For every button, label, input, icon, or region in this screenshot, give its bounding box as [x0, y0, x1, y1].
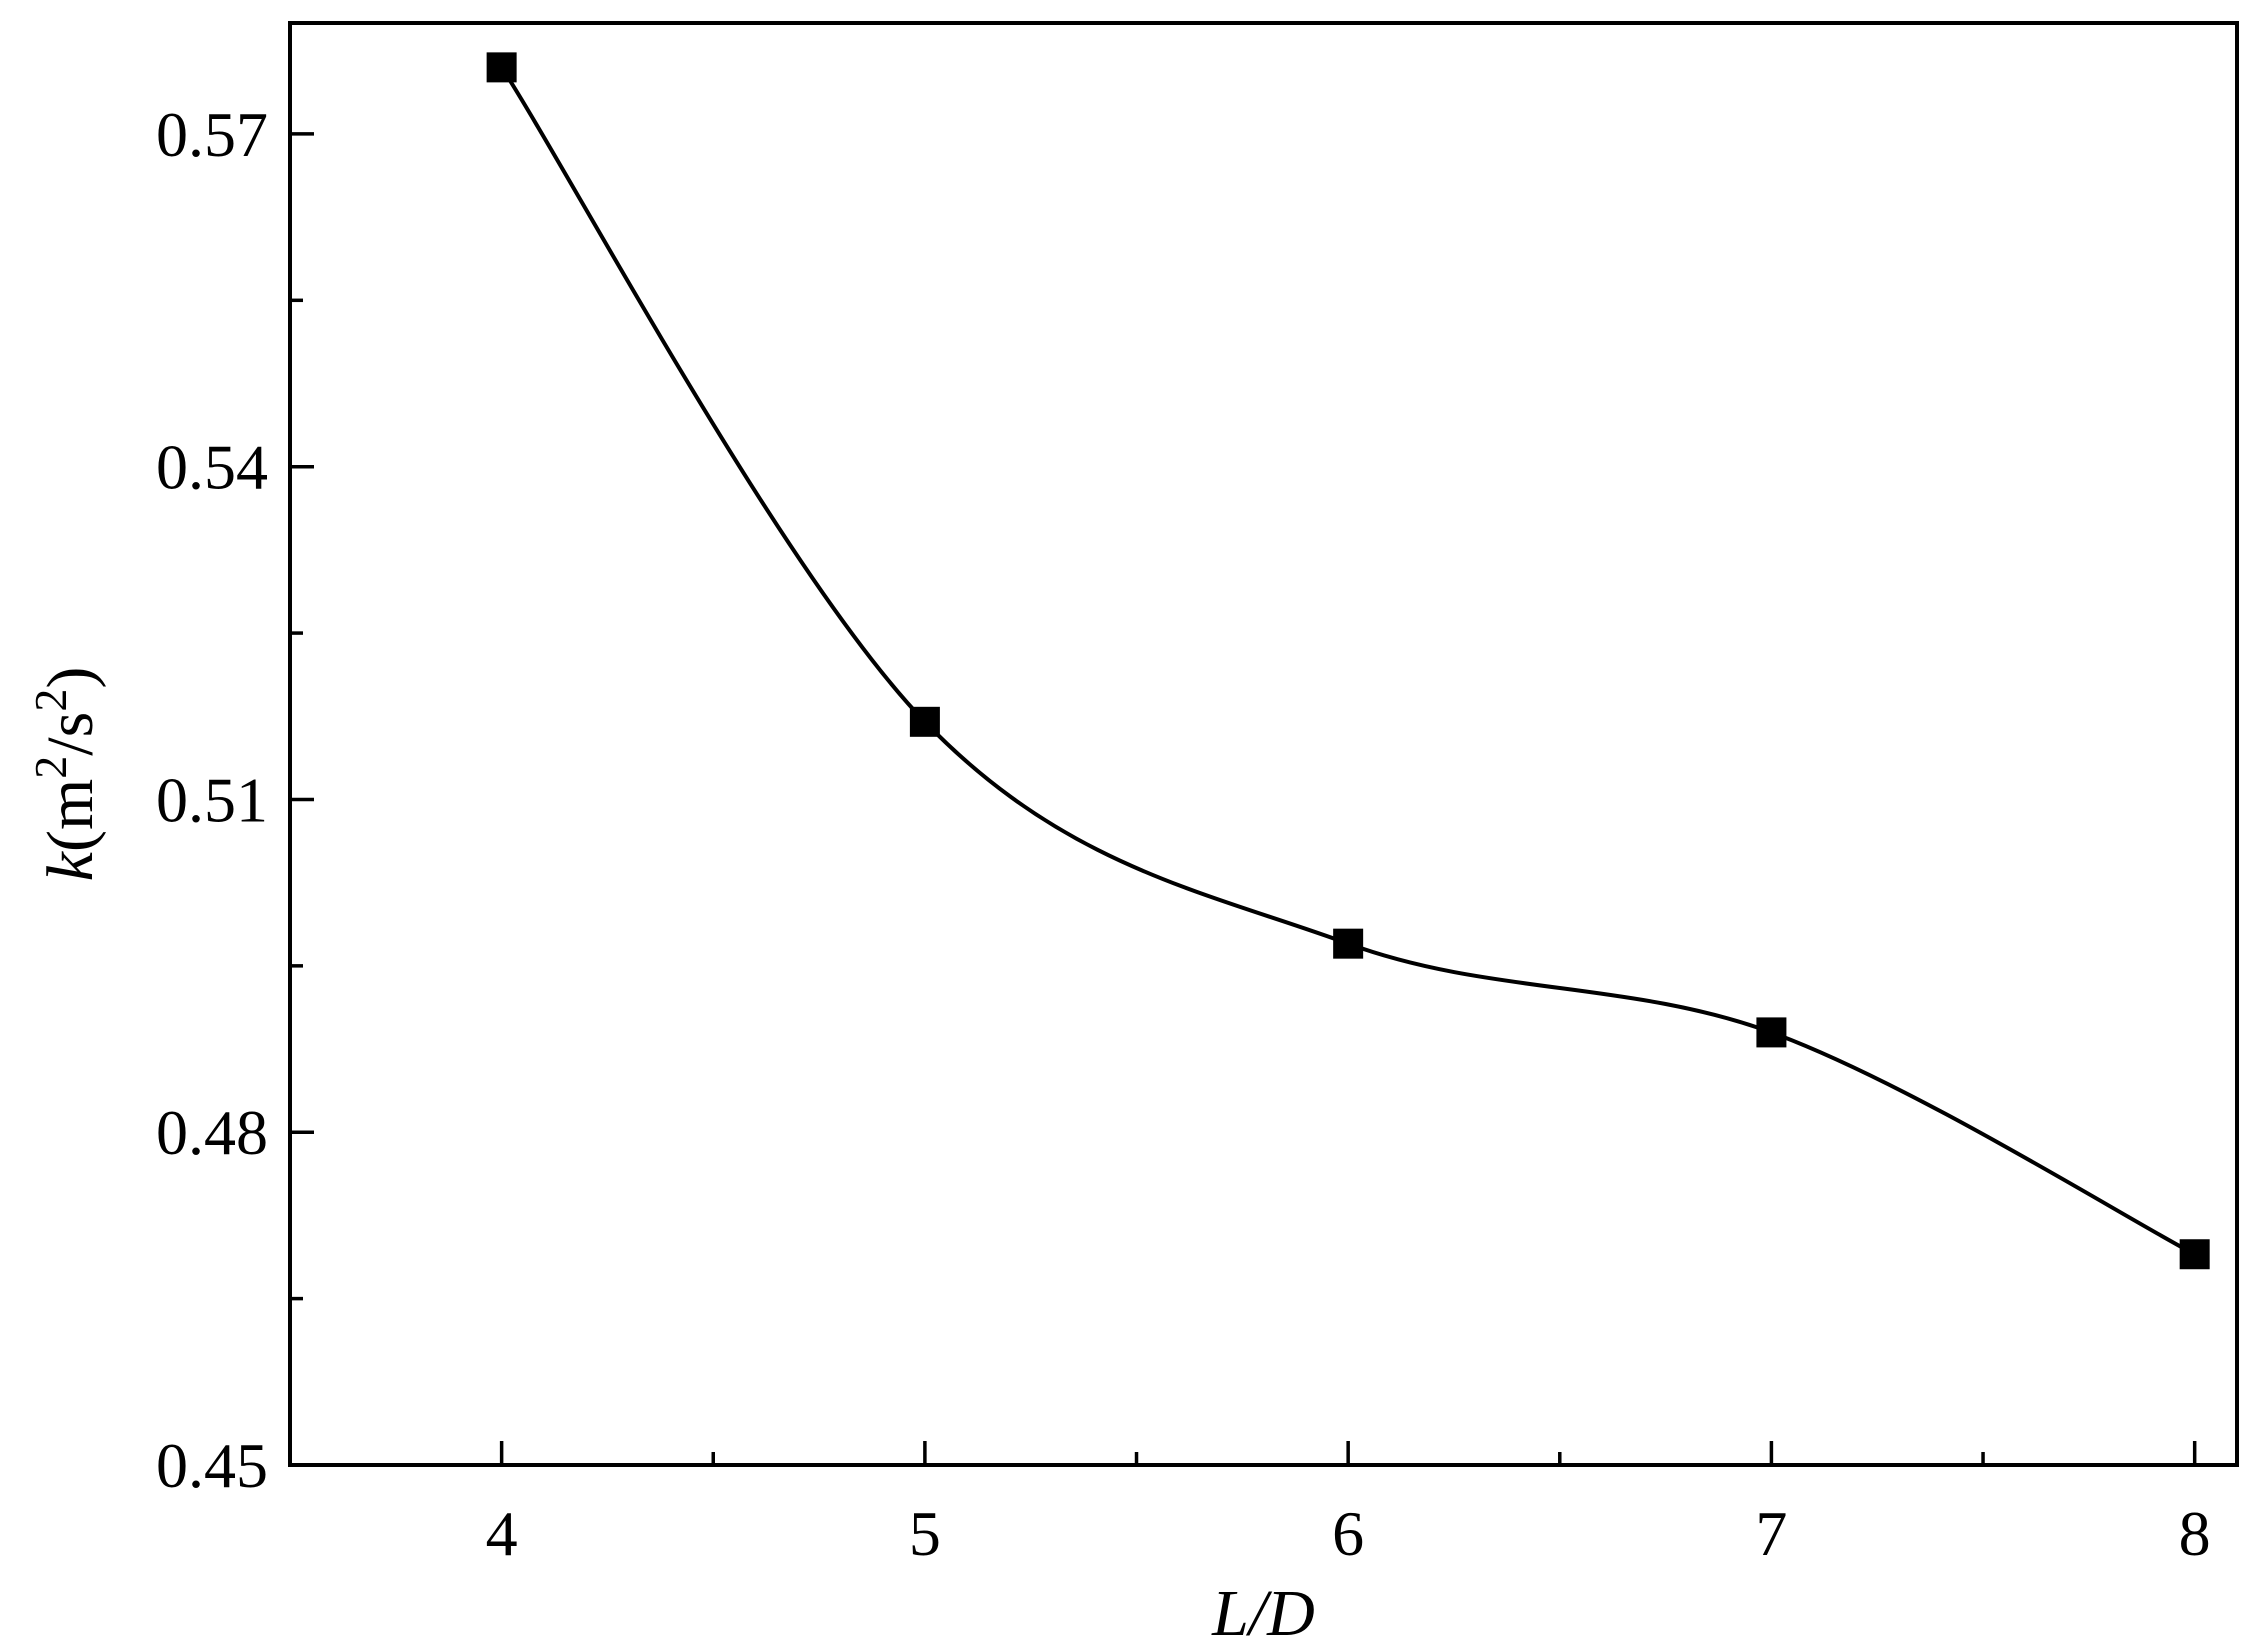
data-point-marker	[2179, 1239, 2210, 1270]
y-axis-title-superscript-2: 2	[25, 689, 76, 712]
y-axis-title-unit-open: (m	[34, 779, 107, 852]
data-point-marker	[1333, 928, 1364, 959]
x-tick-label: 4	[486, 1498, 518, 1569]
y-axis-title-superscript-1: 2	[25, 756, 76, 779]
y-tick-label: 0.48	[156, 1097, 268, 1168]
data-series	[486, 52, 2210, 1270]
y-tick-label: 0.57	[156, 99, 268, 170]
data-point-marker	[909, 706, 940, 737]
y-tick-label: 0.54	[156, 432, 268, 503]
x-tick-label: 6	[1332, 1498, 1364, 1569]
y-axis-title-unit-close: )	[34, 667, 107, 689]
y-tick-label: 0.45	[156, 1430, 268, 1501]
series-line	[499, 66, 2196, 1257]
x-tick-label: 5	[909, 1498, 941, 1569]
x-tick-label: 7	[1755, 1498, 1787, 1569]
y-axis-title-symbol: k	[34, 850, 107, 881]
y-tick-label: 0.51	[156, 764, 268, 835]
plot-frame	[288, 21, 2239, 1467]
x-axis-title: L/D	[1211, 1577, 1315, 1640]
axis-ticks	[290, 132, 2197, 1467]
y-axis-title: k(m2/s2)	[25, 667, 107, 882]
y-axis-title-unit-mid: /s	[34, 712, 107, 756]
data-point-marker	[486, 52, 517, 83]
data-point-marker	[1756, 1017, 1787, 1048]
x-tick-label: 8	[2179, 1498, 2211, 1569]
tick-labels: 4 5 6 7 8 0.45 0.48 0.51 0.54 0.57	[156, 99, 2211, 1569]
